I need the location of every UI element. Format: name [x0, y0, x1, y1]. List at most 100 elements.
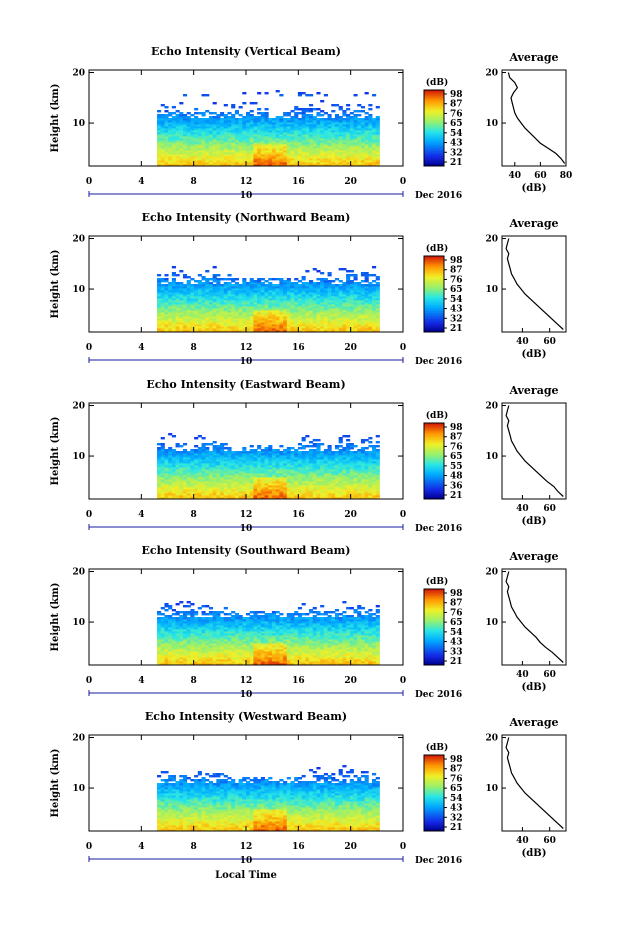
- heatmap-cell: [275, 292, 280, 295]
- heatmap-cell: [279, 280, 284, 283]
- heatmap-cell: [357, 282, 362, 285]
- heatmap-cell: [157, 278, 162, 281]
- colorbar-band: [424, 148, 444, 152]
- heatmap-cell: [320, 158, 325, 161]
- heatmap-cell: [268, 284, 273, 287]
- heatmap-cell: [349, 142, 354, 145]
- heatmap-cell: [309, 104, 314, 107]
- heatmap-cell: [171, 146, 176, 149]
- heatmap-cell: [316, 156, 321, 159]
- heatmap-cell: [220, 485, 225, 488]
- heatmap-cell: [238, 497, 243, 500]
- heatmap-cell: [334, 164, 340, 167]
- heatmap-cell: [290, 479, 295, 482]
- heatmap-cell: [297, 308, 303, 311]
- heatmap-cell: [208, 459, 214, 462]
- heatmap-cell: [197, 318, 202, 321]
- heatmap-cell: [312, 124, 317, 127]
- heatmap-cell: [160, 144, 165, 147]
- heatmap-cell: [342, 126, 347, 129]
- heatmap-cell: [216, 140, 221, 143]
- heatmap-cell: [242, 152, 247, 155]
- heatmap-cell: [372, 280, 377, 283]
- heatmap-cell: [301, 471, 306, 474]
- heatmap-cell: [338, 459, 343, 462]
- heatmap-cell: [342, 310, 347, 313]
- heatmap-cell: [231, 491, 236, 494]
- heatmap-cell: [208, 489, 214, 492]
- heatmap-cell: [312, 284, 317, 287]
- heatmap-cell: [171, 266, 176, 269]
- heatmap-cell: [294, 162, 299, 165]
- heatmap-cell: [290, 308, 295, 311]
- heatmap-cell: [171, 475, 176, 478]
- heatmap-cell: [223, 134, 228, 137]
- heatmap-cell: [271, 296, 277, 299]
- heatmap-cell: [353, 483, 358, 486]
- heatmap-cell: [353, 461, 358, 464]
- heatmap-cell: [305, 310, 310, 313]
- heatmap-cell: [164, 330, 169, 333]
- heatmap-cell: [231, 465, 236, 468]
- heatmap-cell: [342, 467, 347, 470]
- heatmap-cell: [260, 479, 265, 482]
- heatmap-cell: [364, 455, 369, 458]
- heatmap-cell: [190, 316, 195, 319]
- heatmap-cell: [360, 164, 366, 167]
- heatmap-cell: [331, 318, 336, 321]
- heatmap-cell: [264, 136, 269, 139]
- heatmap-cell: [301, 122, 306, 125]
- heatmap-cell: [205, 479, 210, 482]
- heatmap-cell: [238, 459, 243, 462]
- heatmap-cell: [290, 126, 295, 129]
- heatmap-cell: [157, 310, 162, 313]
- colorbar-band: [424, 124, 444, 127]
- heatmap-cell: [208, 156, 214, 159]
- heatmap-cell: [175, 140, 180, 143]
- heatmap-cell: [283, 455, 288, 458]
- heatmap-cell: [349, 164, 354, 167]
- heatmap-cell: [316, 126, 321, 129]
- heatmap-cell: [205, 154, 210, 157]
- heatmap-cell: [212, 465, 217, 468]
- heatmap-cell: [223, 114, 228, 117]
- heatmap-cell: [179, 296, 184, 299]
- heatmap-cell: [231, 138, 236, 141]
- heatmap-cell: [208, 128, 214, 131]
- heatmap-cell: [164, 463, 169, 466]
- heatmap-cell: [279, 160, 284, 163]
- heatmap-cell: [168, 463, 173, 466]
- colorbar-band: [424, 143, 444, 146]
- heatmap-cell: [301, 288, 306, 291]
- heatmap-cell: [283, 316, 288, 319]
- heatmap-cell: [368, 318, 373, 321]
- heatmap-cell: [238, 140, 243, 143]
- heatmap-cell: [216, 280, 221, 283]
- heatmap-cell: [294, 330, 299, 333]
- heatmap-cell: [201, 294, 206, 297]
- heatmap-cell: [186, 116, 191, 119]
- heatmap-cell: [275, 493, 280, 496]
- heatmap-cell: [283, 118, 288, 121]
- heatmap-cell: [212, 447, 217, 450]
- heatmap-cell: [242, 304, 247, 307]
- heatmap-cell: [164, 495, 169, 498]
- heatmap-cell: [205, 449, 210, 452]
- heatmap-cell: [305, 320, 310, 323]
- heatmap-cell: [312, 150, 317, 153]
- heatmap-cell: [290, 130, 295, 133]
- heatmap-cell: [360, 138, 366, 141]
- heatmap-cell: [360, 316, 366, 319]
- heatmap-cell: [334, 158, 340, 161]
- heatmap-cell: [331, 473, 336, 476]
- heatmap-cell: [283, 126, 288, 129]
- heatmap-cell: [216, 318, 221, 321]
- heatmap-cell: [182, 477, 188, 480]
- heatmap-cell: [257, 286, 262, 289]
- heatmap-cell: [220, 114, 225, 117]
- heatmap-cell: [197, 314, 202, 317]
- heatmap-cell: [260, 324, 265, 327]
- heatmap-cell: [327, 471, 332, 474]
- heatmap-cell: [186, 485, 191, 488]
- heatmap-cell: [168, 433, 173, 436]
